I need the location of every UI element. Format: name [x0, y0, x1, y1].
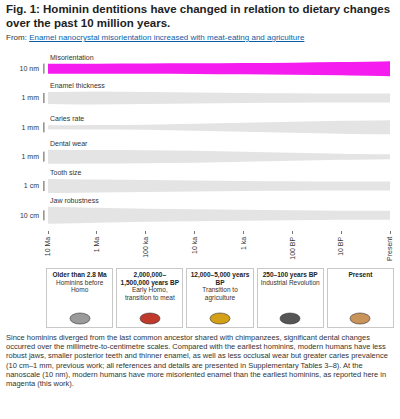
svg-text:Tooth size: Tooth size — [50, 169, 82, 176]
svg-text:10 ka: 10 ka — [191, 237, 198, 254]
html-text:Industrial Revolution: Industrial Revolution — [260, 278, 320, 286]
html-text:12,000–5,000 years BP: 12,000–5,000 years BP — [190, 271, 250, 286]
svg-text:1 Ma: 1 Ma — [93, 237, 100, 253]
html-text:Early Homo, transition to meat: Early Homo, transition to meat — [124, 286, 175, 301]
svg-text:Enamel thickness: Enamel thickness — [50, 82, 105, 89]
svg-text:10 cm: 10 cm — [20, 212, 39, 219]
svg-text:Caries rate: Caries rate — [50, 115, 84, 122]
html-text:Present: Present — [348, 271, 373, 278]
svg-text:1 ka: 1 ka — [240, 237, 247, 250]
svg-text:10 Ma: 10 Ma — [44, 237, 51, 257]
svg-text:Dental wear: Dental wear — [50, 140, 88, 147]
svg-text:100 ka: 100 ka — [142, 237, 149, 258]
svg-text:1 mm: 1 mm — [22, 94, 40, 101]
html-text:From: Enamel nanocrystal misor: From: Enamel nanocrystal misorientation … — [6, 33, 305, 42]
svg-text:10 BP: 10 BP — [337, 236, 344, 255]
html-text:Older than 2.8 Ma: Older than 2.8 Ma — [52, 271, 107, 278]
html-text:Fig. 1: Hominin dentitions hav: Fig. 1: Hominin dentitions have changed … — [6, 3, 390, 29]
svg-text:100 BP: 100 BP — [289, 236, 296, 259]
html-text:Hominins before Homo: Hominins before Homo — [55, 278, 104, 293]
svg-text:10 nm: 10 nm — [20, 65, 40, 72]
html-text:250–100 years BP: 250–100 years BP — [262, 271, 318, 278]
svg-text:1 mm: 1 mm — [22, 153, 40, 160]
svg-text:1 mm: 1 mm — [22, 124, 40, 131]
html-text:Since hominins diverged from t: Since hominins diverged from the last co… — [6, 333, 388, 388]
svg-text:Jaw robustness: Jaw robustness — [50, 197, 99, 204]
svg-text:Present: Present — [386, 237, 393, 261]
html-text:Transition to agriculture: Transition to agriculture — [202, 286, 238, 301]
html-text:2,000,000–1,500,000 years BP: 2,000,000–1,500,000 years BP — [120, 271, 180, 286]
svg-text:1 cm: 1 cm — [24, 182, 39, 189]
svg-text:Misorientation: Misorientation — [50, 54, 94, 61]
